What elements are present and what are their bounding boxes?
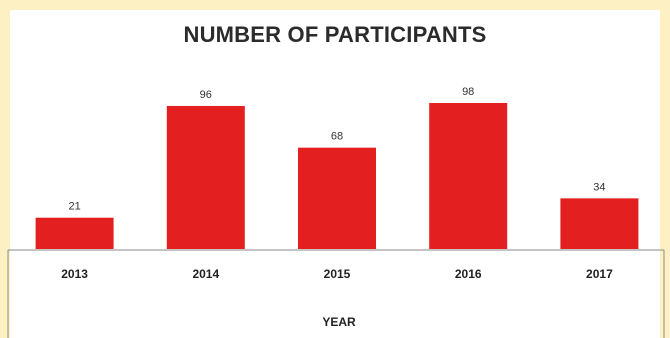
bar-2015 xyxy=(298,147,376,249)
tick-label-2017: 2017 xyxy=(586,267,613,281)
data-label-2016: 98 xyxy=(462,86,474,98)
chart-title: NUMBER OF PARTICIPANTS xyxy=(183,22,487,47)
data-label-2017: 34 xyxy=(593,181,605,193)
bar-2014 xyxy=(166,105,245,250)
tick-label-2015: 2015 xyxy=(324,267,351,281)
x-axis-title: YEAR xyxy=(322,315,356,329)
data-label-2014: 96 xyxy=(200,89,212,101)
data-label-2013: 21 xyxy=(68,201,80,213)
bar-2013 xyxy=(35,217,114,249)
bar-2017 xyxy=(560,198,639,249)
tick-label-2016: 2016 xyxy=(455,267,482,281)
data-label-2015: 68 xyxy=(331,131,343,143)
bar-2016 xyxy=(429,102,508,249)
tick-label-2014: 2014 xyxy=(192,267,219,281)
tick-label-2013: 2013 xyxy=(61,267,88,281)
